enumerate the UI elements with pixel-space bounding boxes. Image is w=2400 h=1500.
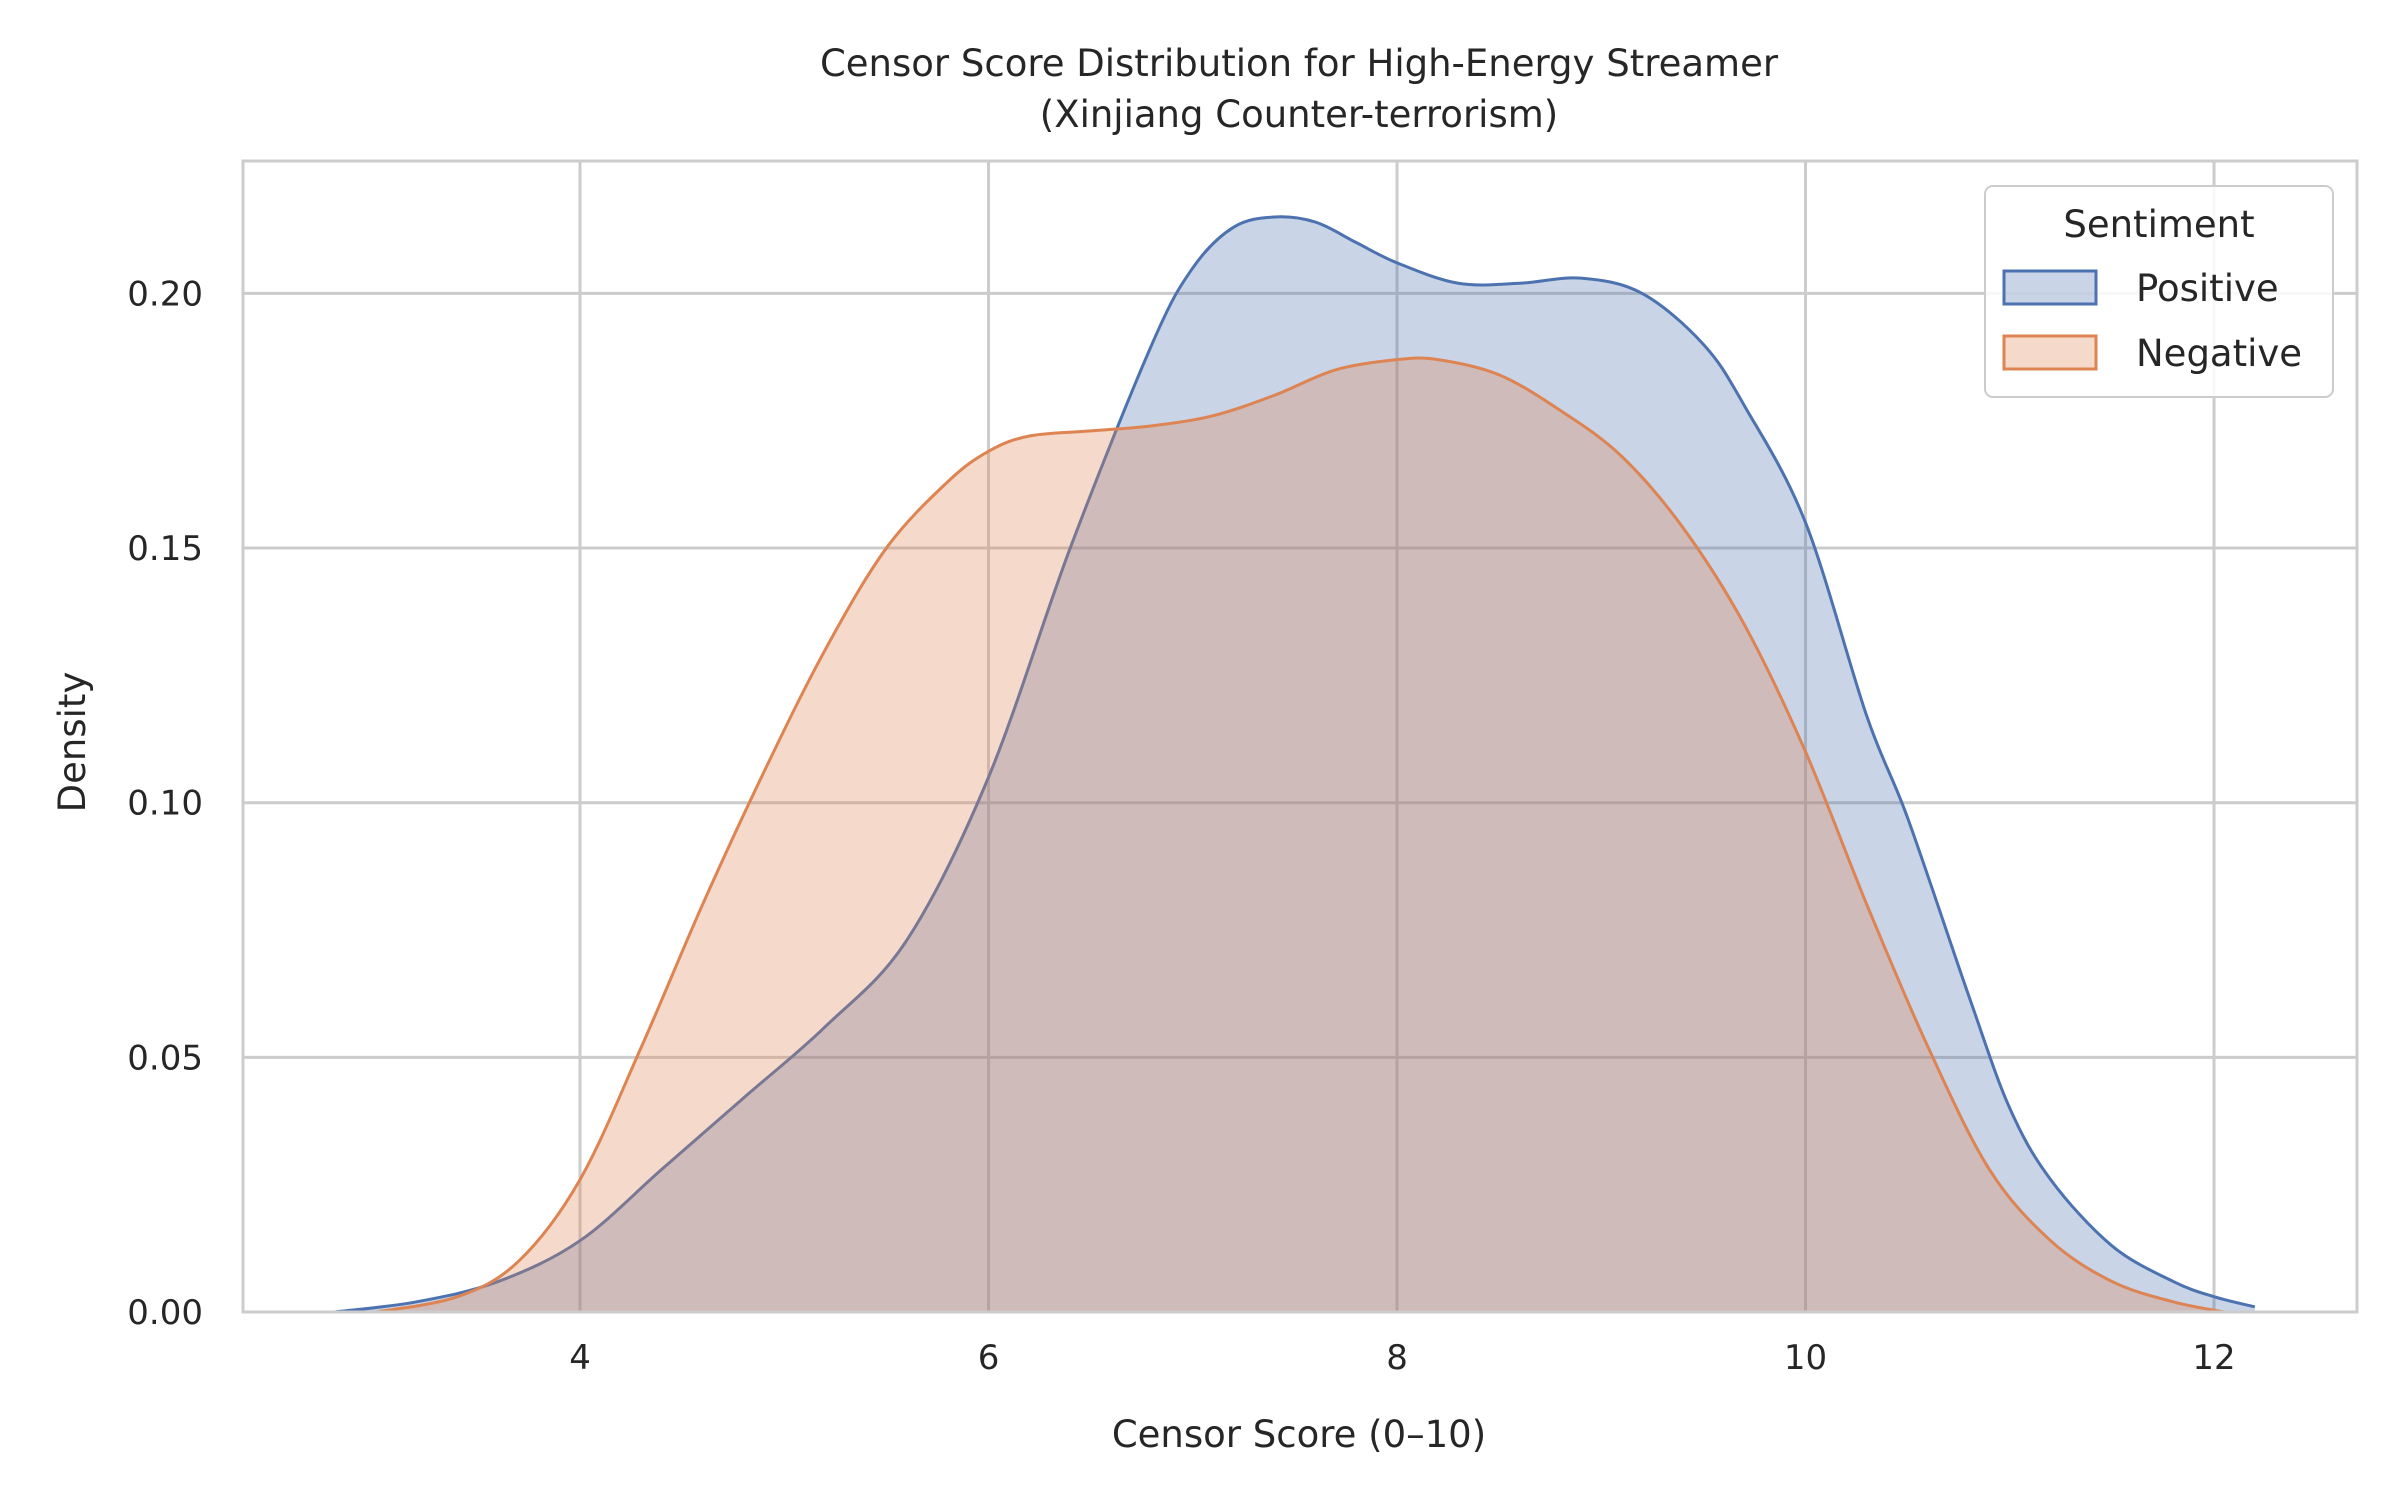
chart-subtitle: (Xinjiang Counter-terrorism) xyxy=(1040,93,1558,136)
series-line-negative xyxy=(375,356,2225,1314)
x-tick-label-3: 10 xyxy=(1784,1338,1827,1378)
y-axis-label: Density xyxy=(51,672,94,813)
y-tick-label-3: 0.15 xyxy=(127,529,203,569)
legend-swatch-positive xyxy=(2002,269,2098,306)
legend: Sentiment Positive Negative xyxy=(1984,185,2334,398)
y-tick-label-2: 0.10 xyxy=(127,784,203,824)
legend-label-positive: Positive xyxy=(2136,267,2279,310)
y-tick-label-1: 0.05 xyxy=(127,1038,203,1078)
x-tick-label-2: 8 xyxy=(1386,1338,1408,1378)
series-line-positive xyxy=(334,215,2256,1314)
chart-title: Censor Score Distribution for High-Energ… xyxy=(820,42,1779,85)
x-tick-label-1: 6 xyxy=(978,1338,1000,1378)
x-tick-label-0: 4 xyxy=(569,1338,591,1378)
y-tick-label-4: 0.20 xyxy=(127,274,203,314)
x-axis-label: Censor Score (0–10) xyxy=(1112,1413,1486,1456)
series-area-negative xyxy=(375,358,2225,1312)
tick-labels: 4 6 8 10 12 0.00 0.05 0.10 0.15 0.20 xyxy=(127,274,2235,1378)
series-group xyxy=(334,215,2256,1314)
legend-swatch-negative xyxy=(2002,334,2098,371)
y-tick-label-0: 0.00 xyxy=(127,1293,203,1333)
x-tick-label-4: 12 xyxy=(2192,1338,2235,1378)
plot-frame xyxy=(241,159,2359,1314)
legend-box xyxy=(1984,185,2334,398)
legend-title: Sentiment xyxy=(2063,203,2254,246)
legend-label-negative: Negative xyxy=(2136,332,2302,375)
